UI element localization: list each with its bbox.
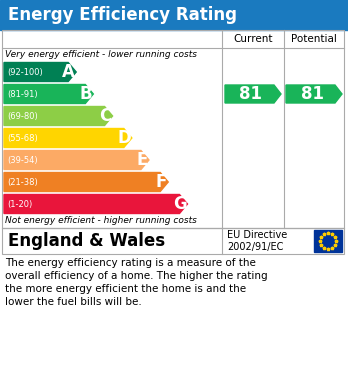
Text: (92-100): (92-100): [7, 68, 43, 77]
Text: Current: Current: [233, 34, 273, 44]
Bar: [2, 228, 344, 254]
Text: C: C: [99, 107, 112, 125]
Text: (55-68): (55-68): [7, 133, 38, 142]
Text: (1-20): (1-20): [7, 199, 32, 208]
Text: 81: 81: [239, 85, 262, 103]
Text: lower the fuel bills will be.: lower the fuel bills will be.: [5, 297, 142, 307]
Text: Potential: Potential: [291, 34, 337, 44]
Polygon shape: [4, 129, 132, 147]
Text: A: A: [62, 63, 75, 81]
Text: Very energy efficient - lower running costs: Very energy efficient - lower running co…: [5, 50, 197, 59]
Text: The energy efficiency rating is a measure of the: The energy efficiency rating is a measur…: [5, 258, 256, 268]
Text: E: E: [136, 151, 148, 169]
Text: (21-38): (21-38): [7, 178, 38, 187]
Text: D: D: [117, 129, 131, 147]
Text: G: G: [173, 195, 187, 213]
Text: Not energy efficient - higher running costs: Not energy efficient - higher running co…: [5, 216, 197, 225]
Text: (69-80): (69-80): [7, 111, 38, 120]
Text: Energy Efficiency Rating: Energy Efficiency Rating: [8, 6, 237, 24]
Bar: [314, 230, 342, 252]
Text: overall efficiency of a home. The higher the rating: overall efficiency of a home. The higher…: [5, 271, 268, 281]
Text: (39-54): (39-54): [7, 156, 38, 165]
Polygon shape: [225, 85, 281, 103]
Bar: [0, 0, 348, 30]
Text: England & Wales: England & Wales: [8, 232, 165, 250]
Text: the more energy efficient the home is and the: the more energy efficient the home is an…: [5, 284, 246, 294]
Polygon shape: [4, 106, 113, 126]
Polygon shape: [286, 85, 342, 103]
Polygon shape: [4, 172, 168, 192]
Bar: [2, 30, 344, 228]
Text: F: F: [156, 173, 167, 191]
Text: EU Directive
2002/91/EC: EU Directive 2002/91/EC: [227, 230, 287, 252]
Polygon shape: [4, 63, 76, 81]
Text: (81-91): (81-91): [7, 90, 38, 99]
Polygon shape: [4, 84, 93, 104]
Polygon shape: [4, 151, 149, 170]
Text: 81: 81: [301, 85, 324, 103]
Polygon shape: [4, 194, 188, 213]
Text: B: B: [80, 85, 92, 103]
Text: The energy efficiency rating is a measure of the overall efficiency of a home. T: The energy efficiency rating is a measur…: [0, 390, 1, 391]
